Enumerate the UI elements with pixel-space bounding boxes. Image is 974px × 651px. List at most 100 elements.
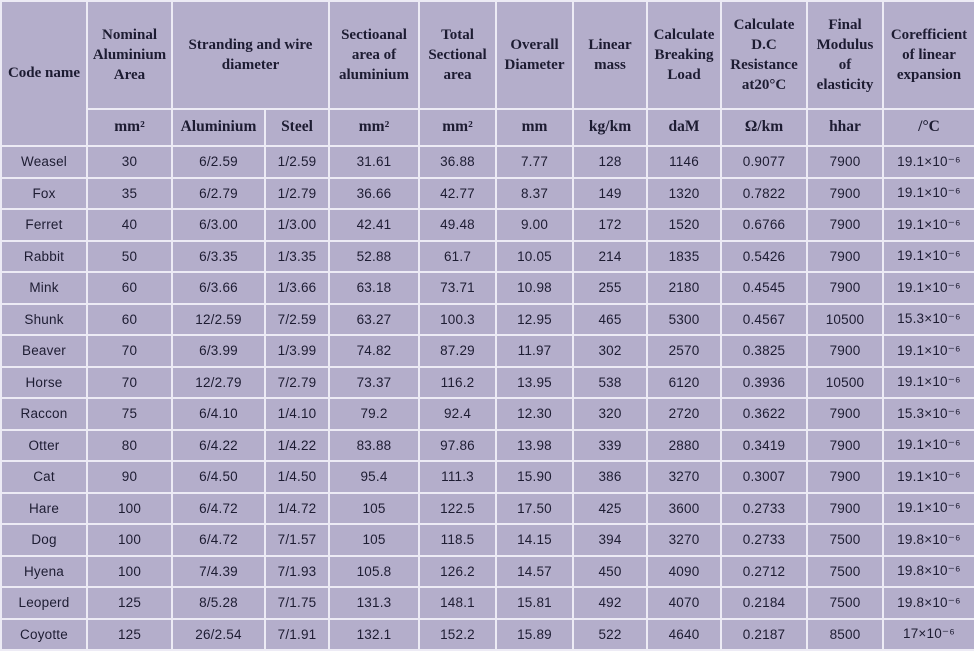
data-cell: 302 bbox=[572, 334, 648, 368]
unit-nominal-area: mm² bbox=[86, 108, 173, 147]
data-cell: 19.1×10⁻⁶ bbox=[882, 460, 974, 494]
data-cell: 1/3.00 bbox=[264, 208, 330, 242]
data-cell: 12/2.59 bbox=[171, 302, 266, 336]
data-cell: 6/4.72 bbox=[171, 523, 266, 557]
data-cell: 0.2733 bbox=[720, 491, 808, 525]
data-cell: 0.4567 bbox=[720, 302, 808, 336]
header-row: Code name Nominal Aluminium Area Strandi… bbox=[0, 0, 974, 147]
code-name-cell: Weasel bbox=[0, 145, 88, 179]
data-cell: 100 bbox=[86, 523, 173, 557]
col-header-code-name: Code name bbox=[0, 0, 88, 147]
data-cell: 19.1×10⁻⁶ bbox=[882, 239, 974, 273]
data-cell: 19.1×10⁻⁶ bbox=[882, 145, 974, 179]
data-cell: 7/1.75 bbox=[264, 586, 330, 620]
subheader-steel: Steel bbox=[264, 108, 330, 147]
data-cell: 31.61 bbox=[328, 145, 420, 179]
table-body: Weasel 30 6/2.59 1/2.59 31.61 36.88 7.77 128 114… bbox=[0, 145, 974, 651]
col-header-final-modulus: Final Modulus of elasticity bbox=[806, 0, 884, 110]
data-cell: 128 bbox=[572, 145, 648, 179]
code-name-cell: Hare bbox=[0, 491, 88, 525]
unit-sectional-area: mm² bbox=[328, 108, 420, 147]
data-cell: 6/4.22 bbox=[171, 428, 266, 462]
data-cell: 63.27 bbox=[328, 302, 420, 336]
data-cell: 70 bbox=[86, 334, 173, 368]
data-cell: 125 bbox=[86, 586, 173, 620]
data-cell: 11.97 bbox=[495, 334, 574, 368]
data-cell: 2570 bbox=[646, 334, 722, 368]
data-cell: 70 bbox=[86, 365, 173, 399]
code-name-cell: Horse bbox=[0, 365, 88, 399]
table-row: Otter 80 6/4.22 1/4.22 83.88 97.86 13.98 339 288… bbox=[0, 428, 974, 462]
data-cell: 14.57 bbox=[495, 554, 574, 588]
data-cell: 6/3.00 bbox=[171, 208, 266, 242]
data-cell: 1835 bbox=[646, 239, 722, 273]
data-cell: 36.88 bbox=[418, 145, 497, 179]
data-cell: 0.2712 bbox=[720, 554, 808, 588]
data-cell: 19.1×10⁻⁶ bbox=[882, 428, 974, 462]
data-cell: 13.95 bbox=[495, 365, 574, 399]
col-header-overall-diameter: Overall Diameter bbox=[495, 0, 574, 110]
table-row: Weasel 30 6/2.59 1/2.59 31.61 36.88 7.77 128 114… bbox=[0, 145, 974, 179]
data-cell: 6/4.10 bbox=[171, 397, 266, 431]
data-cell: 19.1×10⁻⁶ bbox=[882, 491, 974, 525]
data-cell: 0.4545 bbox=[720, 271, 808, 305]
data-cell: 0.2733 bbox=[720, 523, 808, 557]
data-cell: 255 bbox=[572, 271, 648, 305]
data-cell: 105 bbox=[328, 523, 420, 557]
data-cell: 40 bbox=[86, 208, 173, 242]
data-cell: 100 bbox=[86, 554, 173, 588]
data-cell: 7/2.59 bbox=[264, 302, 330, 336]
data-cell: 3600 bbox=[646, 491, 722, 525]
data-cell: 7900 bbox=[806, 460, 884, 494]
data-cell: 492 bbox=[572, 586, 648, 620]
data-cell: 118.5 bbox=[418, 523, 497, 557]
data-cell: 0.3936 bbox=[720, 365, 808, 399]
data-cell: 30 bbox=[86, 145, 173, 179]
table-row: Hare 100 6/4.72 1/4.72 105 122.5 17.50 425 3600 0… bbox=[0, 491, 974, 525]
data-cell: 49.48 bbox=[418, 208, 497, 242]
data-cell: 15.81 bbox=[495, 586, 574, 620]
data-cell: 80 bbox=[86, 428, 173, 462]
data-cell: 10500 bbox=[806, 302, 884, 336]
code-name-cell: Shunk bbox=[0, 302, 88, 336]
data-cell: 1/4.50 bbox=[264, 460, 330, 494]
data-cell: 13.98 bbox=[495, 428, 574, 462]
data-cell: 6/4.72 bbox=[171, 491, 266, 525]
data-cell: 6/3.35 bbox=[171, 239, 266, 273]
data-cell: 1/3.35 bbox=[264, 239, 330, 273]
data-cell: 19.1×10⁻⁶ bbox=[882, 365, 974, 399]
data-cell: 0.7822 bbox=[720, 176, 808, 210]
data-cell: 7/1.91 bbox=[264, 617, 330, 651]
unit-coefficient: /°C bbox=[882, 108, 974, 147]
data-cell: 52.88 bbox=[328, 239, 420, 273]
data-cell: 7/2.79 bbox=[264, 365, 330, 399]
data-cell: 172 bbox=[572, 208, 648, 242]
data-cell: 105 bbox=[328, 491, 420, 525]
data-cell: 5300 bbox=[646, 302, 722, 336]
data-cell: 35 bbox=[86, 176, 173, 210]
data-cell: 4640 bbox=[646, 617, 722, 651]
data-cell: 100 bbox=[86, 491, 173, 525]
data-cell: 214 bbox=[572, 239, 648, 273]
data-cell: 95.4 bbox=[328, 460, 420, 494]
code-name-cell: Fox bbox=[0, 176, 88, 210]
table-row: Cat 90 6/4.50 1/4.50 95.4 111.3 15.90 386 3270 0.… bbox=[0, 460, 974, 494]
data-cell: 0.5426 bbox=[720, 239, 808, 273]
code-name-cell: Coyotte bbox=[0, 617, 88, 651]
unit-final-modulus: hhar bbox=[806, 108, 884, 147]
data-cell: 1146 bbox=[646, 145, 722, 179]
data-cell: 1320 bbox=[646, 176, 722, 210]
data-cell: 2720 bbox=[646, 397, 722, 431]
data-cell: 0.2184 bbox=[720, 586, 808, 620]
data-cell: 9.00 bbox=[495, 208, 574, 242]
data-cell: 6/3.66 bbox=[171, 271, 266, 305]
data-cell: 73.37 bbox=[328, 365, 420, 399]
data-cell: 339 bbox=[572, 428, 648, 462]
data-cell: 320 bbox=[572, 397, 648, 431]
data-cell: 1/4.72 bbox=[264, 491, 330, 525]
data-cell: 50 bbox=[86, 239, 173, 273]
data-cell: 522 bbox=[572, 617, 648, 651]
data-cell: 1/2.59 bbox=[264, 145, 330, 179]
col-header-total-sectional-area: Total Sectional area bbox=[418, 0, 497, 110]
